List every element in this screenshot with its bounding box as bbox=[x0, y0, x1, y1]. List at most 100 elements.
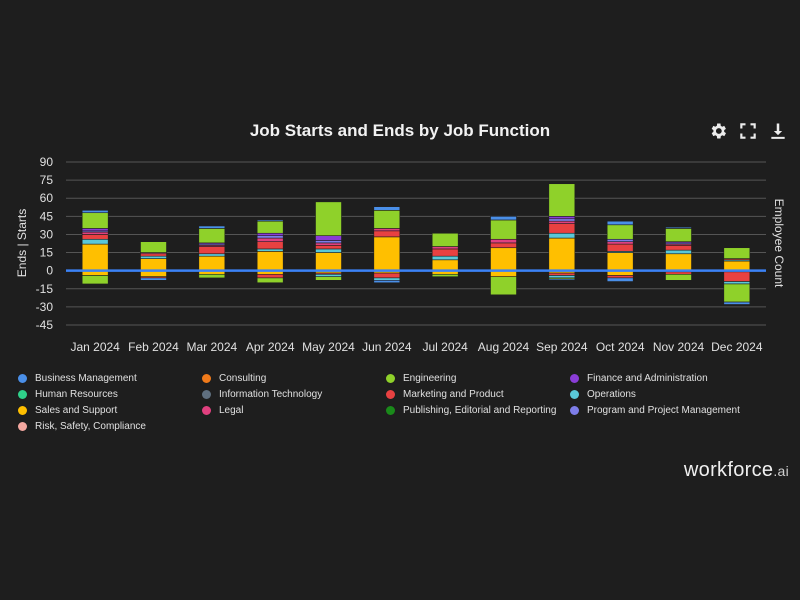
bar-start-segment[interactable] bbox=[81, 231, 109, 235]
bar-start-segment[interactable] bbox=[490, 247, 517, 271]
bar-start-segment[interactable] bbox=[548, 218, 576, 222]
bar-start-segment[interactable] bbox=[548, 237, 576, 271]
bar-start-segment[interactable] bbox=[665, 245, 692, 251]
bar-start-segment[interactable] bbox=[140, 255, 167, 259]
bar-end-segment[interactable] bbox=[490, 276, 517, 296]
bar-start-segment[interactable] bbox=[140, 253, 167, 257]
legend-item[interactable]: Sales and Support bbox=[18, 405, 202, 416]
legend-item[interactable]: Publishing, Editorial and Reporting bbox=[386, 405, 570, 416]
bar-start-segment[interactable] bbox=[373, 206, 401, 211]
bar-start-segment[interactable] bbox=[431, 248, 459, 257]
bar-start-segment[interactable] bbox=[548, 216, 576, 220]
bar-start-segment[interactable] bbox=[548, 220, 576, 224]
bar-start-segment[interactable] bbox=[548, 223, 576, 234]
bar-end-segment[interactable] bbox=[373, 280, 401, 284]
bar-start-segment[interactable] bbox=[490, 216, 517, 221]
bar-start-segment[interactable] bbox=[431, 259, 459, 271]
bar-start-segment[interactable] bbox=[315, 201, 342, 236]
download-icon[interactable] bbox=[768, 121, 788, 141]
legend-item[interactable]: Marketing and Product bbox=[386, 389, 570, 400]
bar-start-segment[interactable] bbox=[665, 228, 692, 242]
bar-start-segment[interactable] bbox=[81, 209, 109, 214]
bar-start-segment[interactable] bbox=[431, 246, 459, 250]
bar-start-segment[interactable] bbox=[723, 260, 751, 271]
bar-end-segment[interactable] bbox=[723, 301, 751, 305]
bar-start-segment[interactable] bbox=[315, 252, 342, 271]
bar-start-segment[interactable] bbox=[256, 248, 284, 252]
bar-start-segment[interactable] bbox=[81, 238, 109, 245]
bar-start-segment[interactable] bbox=[256, 232, 284, 236]
bar-start-segment[interactable] bbox=[373, 209, 401, 229]
legend-item[interactable]: Consulting bbox=[202, 373, 386, 384]
bar-start-segment[interactable] bbox=[665, 226, 692, 229]
legend-item[interactable]: Risk, Safety, Compliance bbox=[18, 421, 202, 432]
bar-end-segment[interactable] bbox=[723, 271, 751, 282]
bar-start-segment[interactable] bbox=[198, 253, 226, 257]
bar-end-segment[interactable] bbox=[723, 281, 751, 285]
bar-start-segment[interactable] bbox=[431, 255, 459, 261]
bar-end-segment[interactable] bbox=[431, 273, 459, 278]
bar-start-segment[interactable] bbox=[548, 183, 576, 217]
bar-end-segment[interactable] bbox=[606, 277, 634, 282]
bar-end-segment[interactable] bbox=[315, 276, 342, 281]
bar-end-segment[interactable] bbox=[548, 272, 576, 276]
bar-end-segment[interactable] bbox=[256, 277, 284, 284]
bar-start-segment[interactable] bbox=[81, 228, 109, 232]
bar-start-segment[interactable] bbox=[315, 248, 342, 253]
bar-start-segment[interactable] bbox=[606, 252, 634, 271]
bar-start-segment[interactable] bbox=[256, 220, 284, 234]
bar-start-segment[interactable] bbox=[256, 219, 284, 222]
bar-end-segment[interactable] bbox=[315, 273, 342, 278]
bar-start-segment[interactable] bbox=[140, 241, 167, 253]
bar-start-segment[interactable] bbox=[81, 243, 109, 271]
legend-item[interactable]: Finance and Administration bbox=[570, 373, 754, 384]
legend-item[interactable]: Human Resources bbox=[18, 389, 202, 400]
bar-start-segment[interactable] bbox=[256, 235, 284, 239]
bar-start-segment[interactable] bbox=[490, 219, 517, 240]
legend-item[interactable]: Legal bbox=[202, 405, 386, 416]
bar-start-segment[interactable] bbox=[256, 237, 284, 242]
bar-start-segment[interactable] bbox=[431, 232, 459, 247]
bar-end-segment[interactable] bbox=[723, 283, 751, 303]
bar-end-segment[interactable] bbox=[606, 275, 634, 279]
bar-start-segment[interactable] bbox=[198, 255, 226, 271]
bar-start-segment[interactable] bbox=[606, 241, 634, 245]
bar-start-segment[interactable] bbox=[140, 258, 167, 271]
bar-start-segment[interactable] bbox=[81, 212, 109, 229]
bar-start-segment[interactable] bbox=[606, 243, 634, 252]
bar-end-segment[interactable] bbox=[548, 275, 576, 279]
legend-item[interactable]: Program and Project Management bbox=[570, 405, 754, 416]
bar-start-segment[interactable] bbox=[490, 242, 517, 249]
bar-start-segment[interactable] bbox=[315, 240, 342, 244]
bar-start-segment[interactable] bbox=[606, 220, 634, 226]
bar-start-segment[interactable] bbox=[665, 253, 692, 271]
bar-start-segment[interactable] bbox=[315, 245, 342, 250]
bar-start-segment[interactable] bbox=[606, 238, 634, 242]
bar-end-segment[interactable] bbox=[373, 277, 401, 281]
bar-start-segment[interactable] bbox=[665, 249, 692, 255]
bar-start-segment[interactable] bbox=[490, 238, 517, 244]
bar-start-segment[interactable] bbox=[256, 251, 284, 271]
bar-start-segment[interactable] bbox=[373, 236, 401, 271]
bar-end-segment[interactable] bbox=[373, 272, 401, 279]
bar-end-segment[interactable] bbox=[548, 278, 576, 281]
gear-icon[interactable] bbox=[708, 121, 728, 141]
bar-end-segment[interactable] bbox=[140, 277, 167, 281]
bar-start-segment[interactable] bbox=[315, 242, 342, 246]
bar-start-segment[interactable] bbox=[198, 228, 226, 244]
legend-item[interactable]: Operations bbox=[570, 389, 754, 400]
bar-end-segment[interactable] bbox=[81, 275, 109, 285]
bar-end-segment[interactable] bbox=[665, 273, 692, 281]
bar-start-segment[interactable] bbox=[198, 225, 226, 229]
bar-end-segment[interactable] bbox=[665, 271, 692, 275]
bar-start-segment[interactable] bbox=[373, 230, 401, 238]
bar-start-segment[interactable] bbox=[606, 224, 634, 240]
legend-item[interactable]: Information Technology bbox=[202, 389, 386, 400]
bar-start-segment[interactable] bbox=[548, 232, 576, 239]
bar-start-segment[interactable] bbox=[81, 234, 109, 240]
bar-end-segment[interactable] bbox=[198, 273, 226, 279]
fullscreen-icon[interactable] bbox=[738, 121, 758, 141]
bar-end-segment[interactable] bbox=[256, 273, 284, 279]
bar-start-segment[interactable] bbox=[723, 247, 751, 259]
legend-item[interactable]: Business Management bbox=[18, 373, 202, 384]
